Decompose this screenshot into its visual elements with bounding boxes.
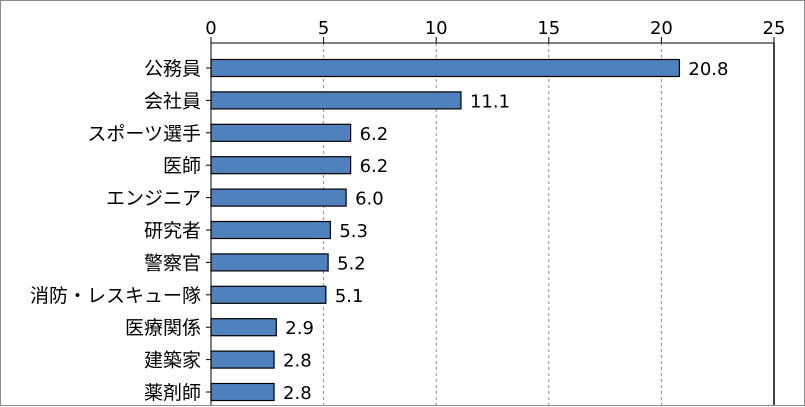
value-label: 6.2 <box>360 124 389 145</box>
value-label: 5.1 <box>335 286 364 307</box>
value-label: 2.9 <box>285 318 314 339</box>
value-label: 5.2 <box>337 253 366 274</box>
x-tick-labels: 0 5 10 15 20 25 <box>205 18 785 39</box>
category-label: 公務員 <box>144 58 201 80</box>
bar <box>210 220 331 240</box>
value-label: 20.8 <box>688 59 728 80</box>
bar <box>210 318 277 337</box>
x-tick-label: 5 <box>318 18 329 39</box>
value-labels: 20.8 11.1 6.2 6.2 6.0 5.3 5.2 5.1 2.9 2.8 2.8 <box>283 59 728 404</box>
category-label: 消防・レスキュー隊 <box>30 285 201 307</box>
value-label: 5.3 <box>339 221 368 242</box>
x-tick-label: 15 <box>537 18 560 39</box>
value-label: 11.1 <box>470 91 510 112</box>
x-tick-label: 0 <box>205 18 216 39</box>
value-label: 2.8 <box>283 351 312 372</box>
bar <box>210 58 681 78</box>
bar <box>210 382 275 402</box>
value-label: 6.0 <box>355 189 384 210</box>
bar <box>210 188 347 207</box>
bar <box>210 156 352 175</box>
category-label: 警察官 <box>144 252 201 274</box>
x-tick-label: 10 <box>425 18 448 39</box>
bar <box>210 285 327 304</box>
category-label: 建築家 <box>144 350 201 372</box>
axes <box>206 37 775 405</box>
category-label: 医療関係 <box>125 317 201 339</box>
bar <box>210 123 352 142</box>
bar <box>210 253 329 272</box>
bars <box>210 58 681 402</box>
category-label: 会社員 <box>144 90 201 112</box>
bar <box>210 91 462 110</box>
x-tick-label: 25 <box>763 18 786 39</box>
category-label: エンジニア <box>106 188 201 210</box>
value-label: 2.8 <box>283 383 312 404</box>
value-label: 6.2 <box>360 156 389 177</box>
category-label: スポーツ選手 <box>87 123 201 145</box>
category-labels: 公務員会社員スポーツ選手医師エンジニア研究者警察官消防・レスキュー隊医療関係建築… <box>30 58 201 404</box>
bar <box>210 350 275 369</box>
x-tick-label: 20 <box>650 18 673 39</box>
category-label: 研究者 <box>144 220 201 242</box>
category-label: 医師 <box>163 155 201 177</box>
category-label: 薬剤師 <box>144 382 201 404</box>
